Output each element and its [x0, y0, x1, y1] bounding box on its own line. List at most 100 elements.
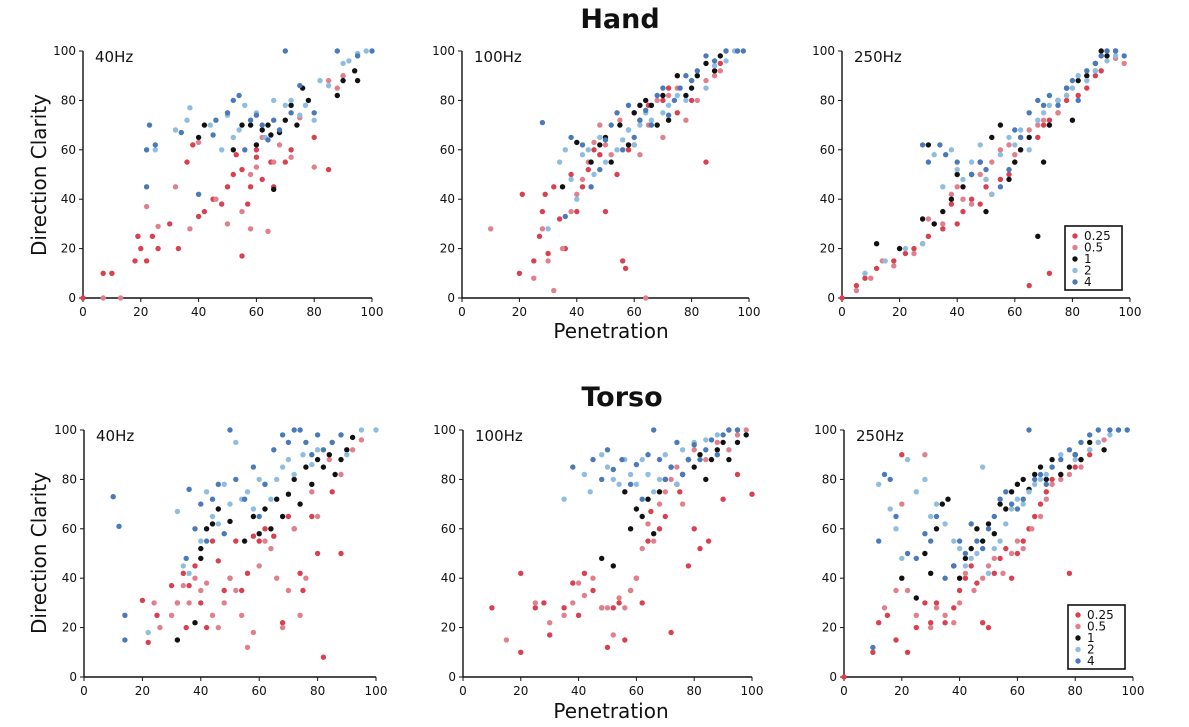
data-point — [1020, 476, 1026, 483]
data-point — [1069, 77, 1076, 84]
data-point — [683, 73, 689, 79]
data-point — [948, 201, 955, 207]
data-point — [155, 223, 161, 230]
scatter-panel: 0 20 40 60 80 100 0 20 40 60 80 100 40Hz — [53, 44, 383, 319]
data-point — [627, 481, 634, 487]
data-point — [300, 452, 306, 458]
data-point — [660, 110, 666, 116]
x-tick-label: 80 — [684, 305, 699, 319]
data-point — [954, 166, 960, 173]
data-point — [247, 117, 254, 123]
series-4 — [143, 48, 375, 197]
data-point — [985, 526, 992, 532]
data-point — [282, 48, 288, 54]
x-tick-label: 0 — [79, 305, 87, 319]
data-point — [518, 570, 524, 576]
data-point — [980, 620, 986, 626]
data-point — [974, 550, 980, 557]
data-point — [1017, 134, 1024, 141]
data-point — [562, 147, 568, 153]
data-point — [236, 127, 242, 133]
data-point — [250, 533, 257, 539]
data-point — [1058, 471, 1064, 478]
data-point — [1084, 77, 1090, 84]
data-point — [180, 570, 186, 576]
data-point — [968, 171, 975, 178]
data-point — [951, 605, 957, 611]
data-point — [597, 152, 603, 158]
data-point — [305, 97, 312, 104]
y-tick-label: 0 — [68, 291, 76, 305]
data-point — [250, 464, 257, 470]
data-point — [617, 117, 623, 123]
data-point — [180, 582, 186, 589]
data-point — [1035, 122, 1041, 128]
data-point — [256, 531, 262, 537]
data-point — [648, 122, 655, 128]
data-point — [622, 265, 629, 272]
series-4 — [870, 427, 1130, 651]
data-point — [279, 624, 286, 631]
data-point — [303, 575, 309, 581]
data-point — [971, 587, 977, 594]
data-point — [1046, 92, 1053, 99]
data-point — [674, 110, 680, 116]
data-point — [1012, 159, 1018, 165]
data-point — [551, 287, 557, 294]
data-point — [291, 427, 297, 433]
data-point — [221, 481, 227, 487]
data-point — [697, 452, 703, 458]
data-point — [268, 132, 274, 138]
x-tick-label: 100 — [738, 305, 761, 319]
data-point — [145, 639, 151, 646]
data-point — [940, 208, 946, 215]
data-point — [922, 531, 928, 537]
data-point — [708, 437, 715, 443]
data-point — [1072, 464, 1078, 470]
x-tick-label: 20 — [133, 305, 148, 319]
data-point — [579, 142, 586, 148]
data-point — [922, 476, 928, 483]
data-point — [203, 526, 210, 532]
data-point — [599, 555, 605, 562]
x-tick-label: 40 — [193, 684, 208, 698]
data-point — [933, 600, 940, 606]
data-point — [320, 654, 327, 660]
data-point — [928, 570, 934, 576]
y-tick-label: 20 — [441, 621, 456, 635]
data-point — [325, 82, 332, 89]
y-tick-label: 60 — [440, 143, 455, 157]
data-point — [239, 587, 245, 594]
data-point — [668, 464, 674, 470]
data-point — [253, 147, 260, 153]
data-point — [862, 275, 868, 281]
data-point — [679, 471, 686, 478]
data-point — [980, 545, 986, 552]
data-point — [962, 575, 969, 581]
data-point — [925, 233, 932, 239]
data-point — [1046, 270, 1053, 276]
data-point — [954, 184, 960, 190]
data-point — [617, 122, 623, 128]
data-point — [619, 456, 625, 463]
data-point — [668, 476, 674, 483]
data-point — [997, 122, 1004, 128]
data-point — [956, 545, 963, 552]
data-point — [186, 600, 192, 606]
data-point — [1075, 97, 1081, 104]
data-point — [122, 612, 128, 618]
data-point — [329, 489, 335, 495]
y-tick-label: 40 — [822, 571, 837, 585]
data-point — [256, 513, 262, 520]
data-point — [1008, 575, 1015, 581]
y-tick-label: 100 — [432, 44, 455, 58]
data-point — [186, 582, 192, 589]
data-point — [1017, 127, 1024, 133]
data-point — [195, 139, 202, 146]
data-point — [268, 526, 274, 532]
data-point — [195, 134, 202, 141]
y-tick-label: 60 — [61, 143, 76, 157]
data-point — [556, 216, 563, 222]
